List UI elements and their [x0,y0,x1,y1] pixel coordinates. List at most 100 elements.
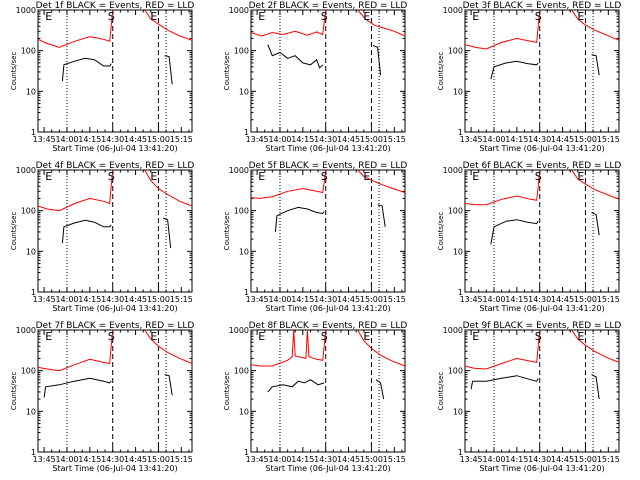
x-tick-label: 15:15 [597,295,620,304]
y-tick-label: 1 [31,128,36,137]
events-line [490,219,539,245]
marker-label: E [45,10,52,23]
x-tick-label: 13:45 [246,135,269,144]
y-tick-label: 10 [453,87,463,96]
y-tick-label: 1 [244,448,249,457]
x-tick-label: 13:45 [246,455,269,464]
x-tick-label: 13:45 [33,455,56,464]
lld-line [37,329,114,372]
x-tick-label: 14:45 [124,295,147,304]
panel-title: Det 1f BLACK = Events, RED = LLD [36,1,195,11]
panel-4: Det 4f BLACK = Events, RED = LLD 1 10 100 10… [10,161,194,313]
x-tick-label: 14:00 [268,455,291,464]
x-tick-label: 14:30 [101,295,124,304]
panel-6: Det 6f BLACK = Events, RED = LLD 1 10 100 10… [437,161,621,313]
events-line [490,60,539,80]
x-tick-label: 15:00 [147,455,170,464]
lld-line [571,9,620,41]
panel-title: Det 5f BLACK = Events, RED = LLD [249,161,408,171]
y-tick-label: 10 [239,407,249,416]
panel-7: Det 7f BLACK = Events, RED = LLD 1 10 100 10… [10,321,194,473]
panel-5: Det 5f BLACK = Events, RED = LLD 1 10 100 10… [223,161,407,313]
x-tick-label: 14:15 [291,295,314,304]
x-tick-label: 13:45 [246,295,269,304]
y-tick-label: 10 [453,407,463,416]
x-tick-label: 14:30 [528,455,551,464]
panel-title: Det 9f BLACK = Events, RED = LLD [463,321,622,331]
y-axis-label: Counts/sec [10,52,18,91]
lld-line [37,9,114,48]
x-tick-label: 14:45 [551,295,574,304]
x-tick-label: 14:45 [124,135,147,144]
lld-line [144,329,193,364]
x-tick-label: 14:30 [528,135,551,144]
y-tick-label: 1000 [443,6,463,15]
y-tick-label: 1000 [16,326,36,335]
events-line [591,374,600,400]
x-tick-label: 13:45 [460,455,483,464]
marker-label: E [363,10,370,23]
y-tick-label: 100 [234,47,249,56]
x-axis-label: Start Time (06-Jul-04 13:41:20) [52,144,177,153]
x-tick-label: 14:00 [55,135,78,144]
marker-label: E [258,330,265,343]
plot-frame [250,329,406,453]
panel-title: Det 8f BLACK = Events, RED = LLD [249,321,408,331]
events-line [591,54,600,76]
x-tick-label: 15:15 [170,135,193,144]
y-tick-label: 100 [448,47,463,56]
x-tick-label: 14:30 [314,455,337,464]
x-tick-label: 14:30 [314,135,337,144]
x-tick-label: 14:15 [78,455,101,464]
lld-line [37,169,114,212]
lld-line [571,169,620,200]
marker-label: S [321,330,328,343]
events-line [164,55,173,85]
x-axis-label: Start Time (06-Jul-04 13:41:20) [479,464,604,473]
x-tick-label: 13:45 [33,135,56,144]
marker-label: E [472,170,479,183]
plot-frame [37,169,193,293]
panel-2: Det 2f BLACK = Events, RED = LLD 1 10 100 10… [223,1,407,153]
panel-title: Det 3f BLACK = Events, RED = LLD [463,1,622,11]
events-line [43,377,112,398]
events-line [591,212,600,236]
lld-line [571,329,620,363]
y-tick-label: 100 [448,367,463,376]
y-tick-label: 1000 [229,326,249,335]
plot-frame [250,9,406,133]
marker-label: E [577,170,584,183]
y-tick-label: 10 [239,247,249,256]
y-tick-label: 1 [31,288,36,297]
x-tick-label: 15:15 [383,295,406,304]
marker-label: E [45,330,52,343]
y-tick-label: 1 [458,128,463,137]
marker-label: E [363,330,370,343]
x-tick-label: 15:15 [170,295,193,304]
y-tick-label: 10 [26,87,36,96]
lld-line [250,169,327,199]
x-tick-label: 15:00 [147,135,170,144]
x-tick-label: 14:30 [101,455,124,464]
marker-label: E [472,10,479,23]
events-line [61,219,112,244]
panel-title: Det 6f BLACK = Events, RED = LLD [463,161,622,171]
y-tick-label: 1 [458,288,463,297]
lld-line [144,9,193,41]
x-tick-label: 15:15 [170,455,193,464]
marker-label: E [577,330,584,343]
marker-label: S [535,330,542,343]
y-tick-label: 100 [448,207,463,216]
y-tick-label: 100 [21,207,36,216]
x-tick-label: 14:30 [314,295,337,304]
y-axis-label: Counts/sec [437,212,445,251]
events-line [372,44,382,76]
panel-1: Det 1f BLACK = Events, RED = LLD 1 10 100 10… [10,1,194,153]
x-tick-label: 13:45 [33,295,56,304]
x-tick-label: 13:45 [460,295,483,304]
x-tick-label: 14:00 [55,295,78,304]
x-tick-label: 15:00 [147,295,170,304]
y-tick-label: 10 [453,247,463,256]
x-tick-label: 15:15 [383,135,406,144]
y-axis-label: Counts/sec [437,52,445,91]
